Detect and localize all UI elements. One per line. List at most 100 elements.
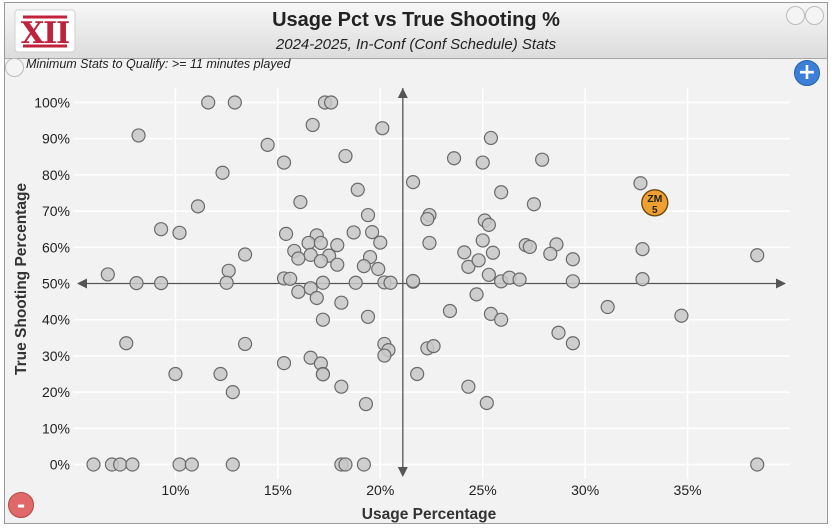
y-axis-label: True Shooting Percentage	[13, 183, 30, 375]
chart-header: XII Usage Pct vs True Shooting % 2024-20…	[5, 3, 827, 59]
data-point	[313, 235, 328, 251]
data-point	[565, 274, 580, 289]
data-points	[86, 95, 765, 472]
y-tick-label: 50%	[42, 276, 70, 292]
chart-title: Usage Pct vs True Shooting %	[272, 9, 560, 31]
data-point	[481, 267, 496, 282]
data-point	[291, 284, 306, 299]
highlighted-player[interactable]: ZM5	[641, 189, 669, 217]
data-point	[479, 395, 494, 411]
zoom-out-button[interactable]: -	[8, 492, 34, 518]
data-point	[360, 309, 376, 324]
zoom-in-button[interactable]: +	[794, 60, 820, 86]
data-point	[309, 290, 324, 306]
data-point	[461, 379, 476, 394]
y-tick-label: 20%	[42, 384, 70, 400]
data-point	[750, 457, 765, 472]
data-point	[260, 137, 275, 152]
data-point	[330, 257, 345, 272]
y-tick-labels: 0% 10% 20% 30% 40% 50% 60% 70% 80% 90% 100%	[34, 94, 70, 472]
data-point	[301, 235, 316, 251]
data-point	[750, 248, 765, 263]
data-point	[565, 336, 580, 351]
data-point	[315, 367, 331, 382]
data-point	[113, 457, 128, 472]
data-point	[291, 251, 306, 266]
data-point	[172, 225, 187, 240]
data-point	[346, 225, 361, 240]
data-point	[469, 287, 484, 302]
data-point	[360, 207, 376, 223]
data-point	[119, 336, 134, 351]
data-point	[276, 356, 292, 371]
data-point	[221, 263, 236, 278]
data-point	[526, 197, 542, 212]
data-point	[100, 267, 115, 282]
data-point	[324, 95, 339, 110]
x-tick-label: 25%	[469, 482, 497, 498]
data-point	[483, 130, 499, 146]
options-circle-right[interactable]	[805, 6, 824, 25]
data-point	[375, 121, 390, 136]
qualify-toggle[interactable]	[5, 58, 24, 77]
data-point	[364, 224, 380, 240]
data-point	[420, 211, 435, 227]
data-point	[522, 239, 537, 255]
data-point	[422, 235, 437, 251]
highlight-point	[641, 189, 669, 217]
qualify-text: Minimum Stats to Qualify: >= 11 minutes …	[26, 57, 291, 71]
data-point	[475, 233, 490, 248]
y-tick-label: 80%	[42, 167, 70, 183]
data-point	[461, 259, 476, 274]
data-point	[512, 272, 527, 287]
data-point	[313, 253, 328, 269]
chart-subtitle: 2024-2025, In-Conf (Conf Schedule) Stats	[275, 36, 557, 53]
arrow-left	[77, 278, 87, 289]
data-point	[225, 457, 240, 472]
data-point	[129, 276, 144, 291]
data-point	[215, 165, 230, 180]
data-point	[86, 457, 101, 472]
data-point	[172, 457, 187, 472]
data-point	[225, 385, 240, 400]
data-point	[481, 217, 496, 232]
data-point	[371, 261, 386, 277]
data-point	[334, 379, 349, 394]
data-point	[457, 245, 472, 260]
y-tick-label: 70%	[42, 203, 70, 219]
arrow-up	[397, 88, 408, 98]
data-point	[377, 348, 392, 363]
data-point	[276, 155, 292, 170]
data-point	[494, 185, 509, 200]
data-point	[426, 339, 441, 354]
crosshair-axes	[77, 88, 786, 477]
data-point	[600, 299, 615, 315]
data-point	[494, 312, 509, 327]
data-point	[278, 226, 294, 242]
data-point	[153, 276, 169, 291]
options-circle-left[interactable]	[786, 6, 805, 25]
data-point	[551, 325, 566, 340]
logo-background	[14, 9, 76, 53]
data-point	[237, 247, 253, 262]
arrow-right	[776, 278, 786, 289]
data-point	[184, 457, 199, 472]
data-point	[405, 273, 421, 289]
data-point	[348, 275, 363, 290]
highlight-number: 5	[652, 205, 658, 216]
data-point	[213, 366, 228, 382]
data-point	[356, 457, 371, 472]
data-point	[334, 295, 349, 310]
x-tick-label: 20%	[366, 482, 394, 498]
data-point	[633, 176, 648, 191]
data-point	[383, 275, 398, 290]
data-point	[485, 245, 501, 260]
y-tick-label: 30%	[42, 348, 70, 364]
x-tick-labels: 10% 15% 20% 25% 30% 35%	[161, 482, 701, 498]
data-point	[350, 182, 365, 197]
y-tick-label: 0%	[50, 457, 70, 473]
data-point	[190, 199, 206, 214]
data-point	[543, 246, 558, 261]
data-point	[125, 457, 140, 472]
